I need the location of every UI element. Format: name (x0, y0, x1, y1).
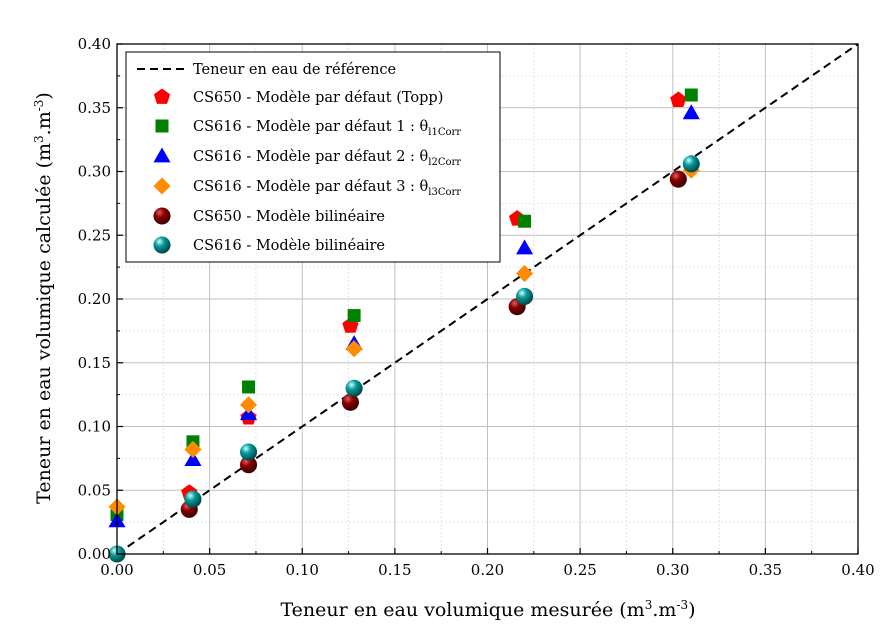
y-tick-label: 0.25 (78, 226, 111, 244)
data-point (345, 379, 363, 397)
x-axis-title: Teneur en eau volumique mesurée (m3.m-3) (280, 598, 695, 621)
data-point (242, 380, 256, 394)
y-tick-label: 0.05 (78, 481, 111, 499)
y-axis-unit-close: ) (33, 92, 55, 99)
data-point (516, 287, 534, 306)
legend-label-cs616-model3: CS616 - Modèle par défaut 3 : θl3Corr (193, 179, 461, 198)
x-tick-label: 0.30 (656, 561, 689, 579)
data-point (518, 214, 532, 228)
data-point (153, 207, 171, 225)
legend-marker-2 (155, 119, 169, 133)
legend-marker-4 (153, 177, 171, 195)
x-tick-label: 0.35 (749, 561, 782, 579)
y-tick-label: 0.30 (78, 163, 111, 181)
legend-marker-6 (153, 236, 171, 254)
y-tick-label: 0.35 (78, 99, 111, 117)
y-tick-label: 0.10 (78, 418, 111, 436)
x-tick-label: 0.25 (563, 561, 596, 579)
legend: Teneur en eau de référence CS650 - Modèl… (125, 51, 501, 263)
legend-marker-3 (153, 147, 171, 163)
reference-line-group (116, 43, 859, 555)
legend-box (125, 51, 501, 263)
data-point (155, 119, 169, 133)
x-tick-label: 0.40 (841, 561, 874, 579)
legend-label-cs650-bilinear: CS650 - Modèle bilinéaire (193, 209, 385, 225)
y-axis-unit-mid: .m (33, 111, 55, 135)
x-tick-label: 0.00 (100, 561, 133, 579)
x-axis-unit-sup: 3 (645, 598, 653, 612)
x-axis-title-main: Teneur en eau volumique mesurée (m (280, 599, 644, 621)
legend-label-cs616-model2: CS616 - Modèle par défaut 2 : θl2Corr (193, 149, 461, 168)
data-point (239, 443, 258, 461)
data-point (682, 104, 700, 120)
x-tick-label: 0.10 (286, 561, 319, 579)
series-5 (180, 170, 687, 518)
data-point (516, 264, 534, 283)
legend-label-cs616-model1: CS616 - Modèle par défaut 1 : θl1Corr (193, 119, 461, 138)
data-point (153, 177, 171, 195)
data-point (153, 236, 171, 254)
x-axis-unit-close: ) (688, 599, 695, 621)
legend-markers (137, 68, 188, 254)
data-point (184, 490, 202, 508)
y-tick-label: 0.00 (78, 545, 111, 563)
data-point (153, 147, 171, 163)
y-axis-unit-sup: 3 (32, 135, 46, 143)
legend-label-reference: Teneur en eau de référence (193, 62, 396, 78)
data-point (153, 88, 171, 104)
x-axis-unit-mid: .m (652, 599, 676, 621)
data-point (239, 396, 258, 414)
x-axis-unit-sup-neg: -3 (676, 598, 688, 612)
y-tick-label: 0.40 (78, 35, 111, 53)
legend-label-cs650-topp: CS650 - Modèle par défaut (Topp) (193, 90, 443, 106)
data-points (108, 88, 700, 563)
x-tick-label: 0.05 (193, 561, 226, 579)
x-tick-label: 0.20 (471, 561, 504, 579)
legend-marker-5 (153, 207, 171, 225)
data-point (682, 155, 700, 173)
data-point (516, 239, 534, 255)
data-point (239, 456, 258, 474)
y-axis-title: Teneur en eau volumique calculée (m3.m-3… (32, 92, 55, 504)
data-point (684, 88, 698, 102)
data-point (670, 91, 687, 108)
data-point (184, 440, 202, 458)
axis-ticks (116, 43, 859, 555)
x-tick-label: 0.15 (378, 561, 411, 579)
reference-line (116, 43, 859, 555)
y-axis-unit-sup-neg: -3 (32, 100, 46, 112)
y-axis-title-main: Teneur en eau volumique calculée (m (33, 143, 55, 504)
legend-label-cs616-bilinear: CS616 - Modèle bilinéaire (193, 238, 385, 254)
y-tick-label: 0.15 (78, 354, 111, 372)
data-point (669, 170, 687, 188)
data-point (341, 393, 359, 411)
data-point (184, 451, 202, 467)
y-tick-label: 0.20 (78, 290, 111, 308)
legend-marker-1 (153, 88, 171, 104)
tick-labels: 0.00 0.05 0.10 0.15 0.20 0.25 0.30 0.35 0.40 0.00… (78, 35, 875, 579)
data-point (347, 309, 361, 323)
data-point (345, 340, 363, 358)
